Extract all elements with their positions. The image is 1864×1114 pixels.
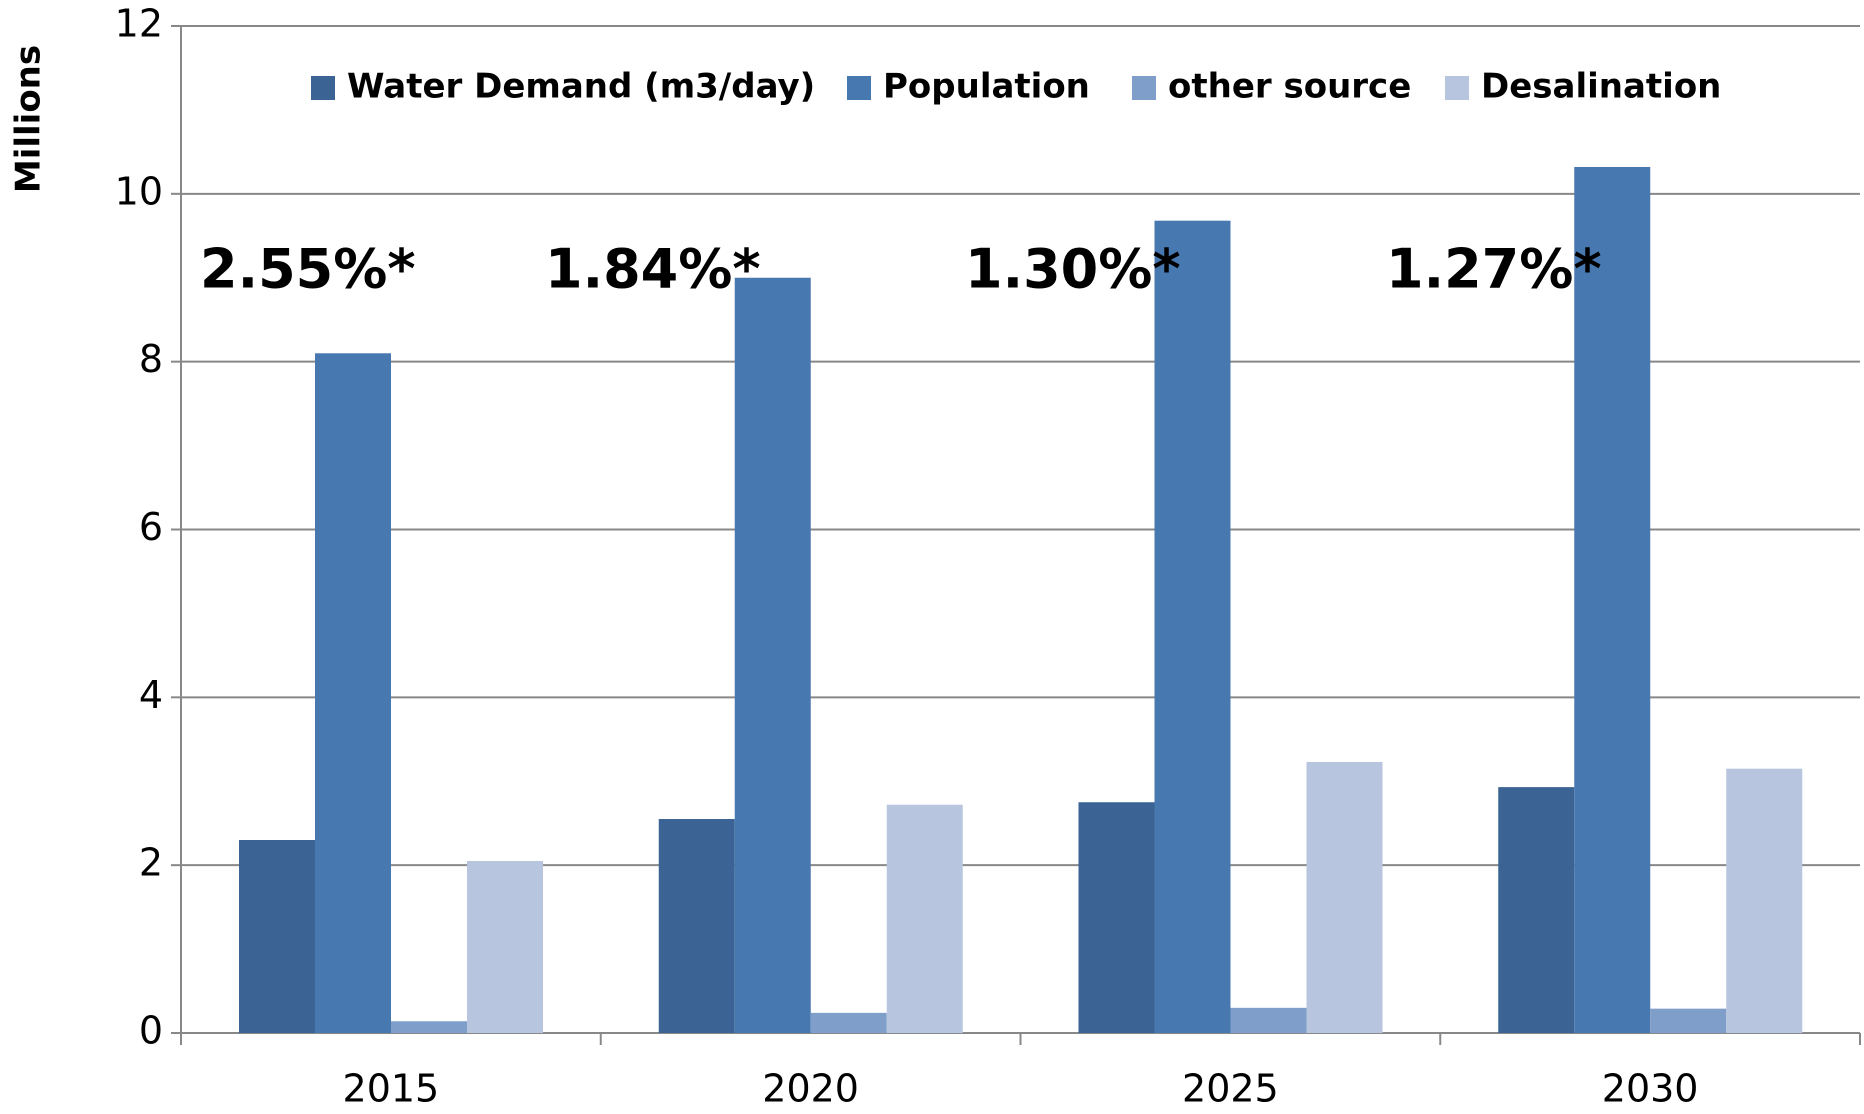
bar	[467, 860, 543, 1033]
annotation: 1.30%*	[965, 238, 1181, 301]
legend-label: Desalination	[1481, 67, 1721, 107]
x-tick-label: 2025	[1182, 1067, 1279, 1111]
bar	[239, 839, 315, 1033]
bar	[886, 804, 963, 1033]
legend-label: Water Demand (m3/day)	[347, 67, 815, 107]
bar	[1230, 1007, 1307, 1033]
y-tick-label: 8	[139, 337, 163, 381]
bar	[810, 1012, 887, 1033]
bar	[391, 1021, 467, 1033]
legend-label: Population	[883, 67, 1090, 107]
y-tick-label: 6	[139, 505, 163, 549]
x-tick-label: 2030	[1602, 1067, 1699, 1111]
y-tick-label: 10	[115, 169, 163, 213]
y-tick-label: 12	[115, 2, 163, 46]
x-tick-label: 2015	[343, 1067, 440, 1111]
bar	[658, 819, 735, 1033]
bar	[1498, 787, 1575, 1033]
bar	[315, 353, 391, 1033]
annotation: 2.55%*	[200, 238, 416, 301]
y-tick-label: 0	[139, 1009, 163, 1053]
legend-swatch	[847, 76, 871, 100]
bar	[1574, 166, 1651, 1034]
x-tick-label: 2020	[762, 1067, 859, 1111]
bar	[1306, 761, 1383, 1033]
bar	[1154, 220, 1231, 1034]
legend-swatch	[1132, 76, 1156, 100]
annotation: 1.27%*	[1386, 238, 1602, 301]
legend-swatch	[1445, 76, 1469, 100]
bar	[1078, 802, 1155, 1033]
bar	[1650, 1008, 1727, 1033]
y-tick-label: 4	[139, 673, 163, 717]
annotation: 1.84%*	[545, 238, 761, 301]
bar	[734, 277, 811, 1033]
bar	[1726, 768, 1803, 1033]
legend-label: other source	[1168, 67, 1411, 107]
y-tick-label: 2	[139, 841, 163, 885]
legend-swatch	[311, 76, 335, 100]
y-axis-title: Millions	[9, 45, 49, 193]
